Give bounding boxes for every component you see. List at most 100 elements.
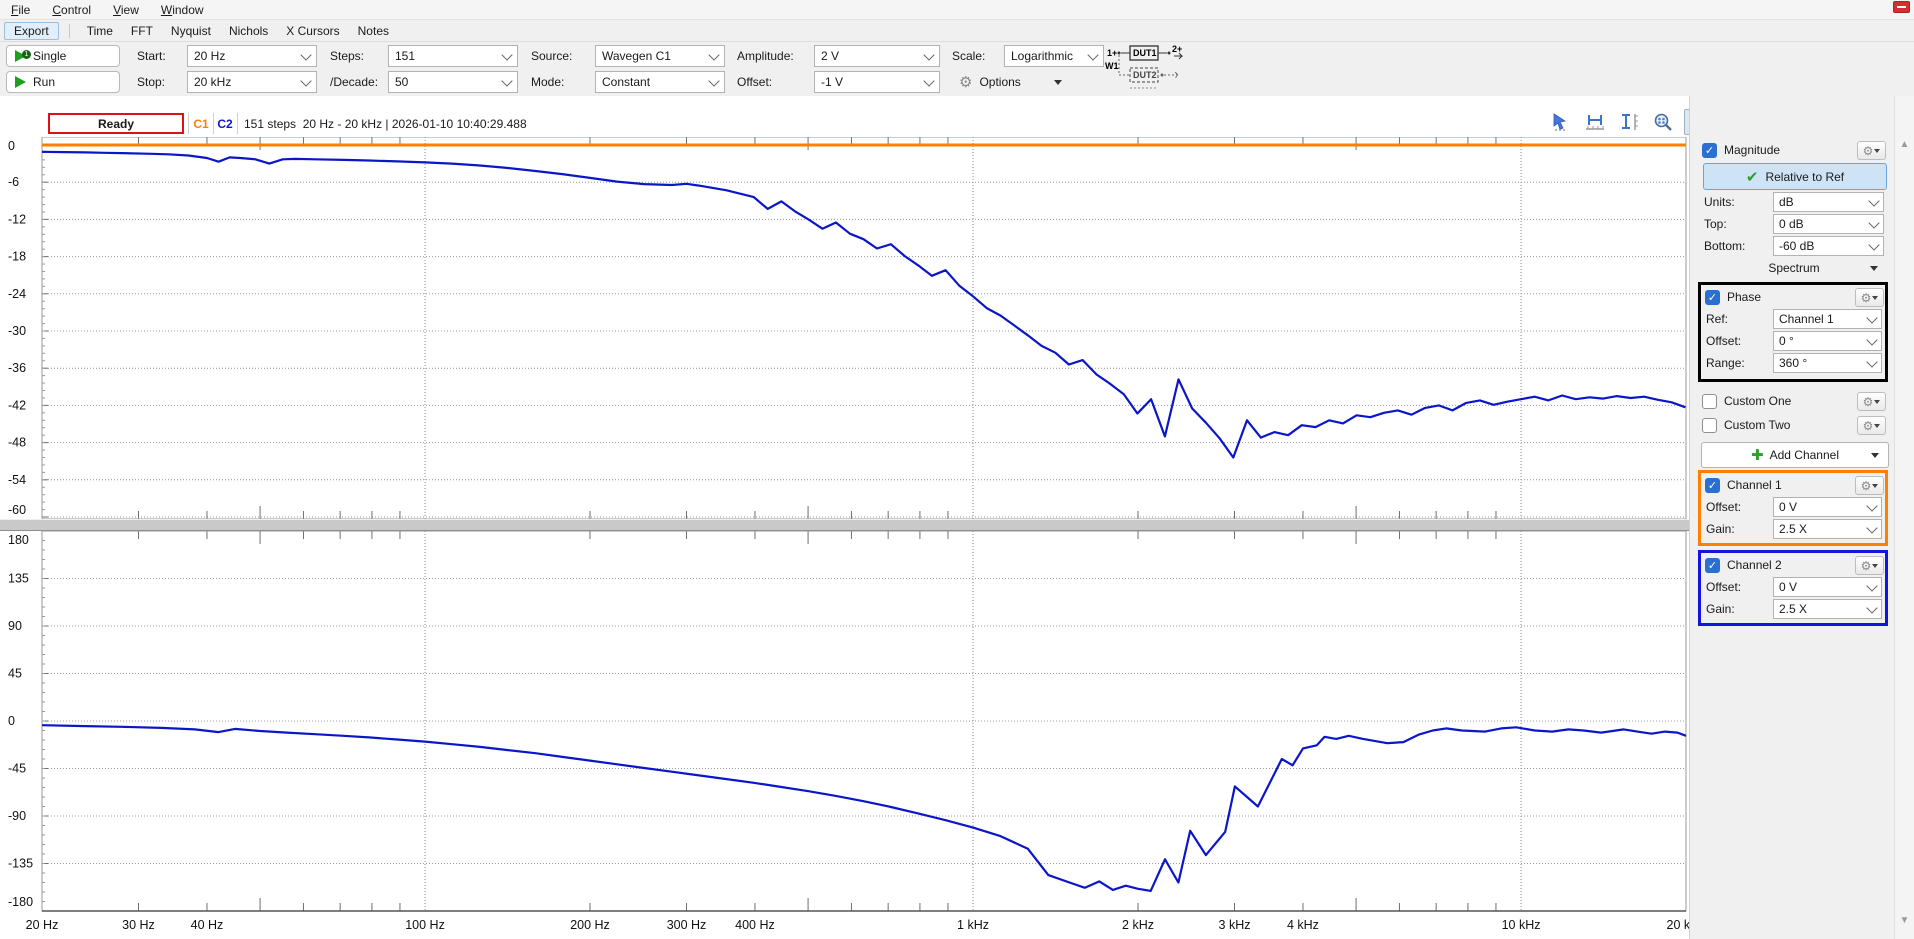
channel2-checkbox[interactable]: ✓	[1705, 557, 1720, 573]
chevron-down-icon	[1868, 216, 1880, 229]
phase-range-select[interactable]: 360 °	[1773, 353, 1882, 373]
chevron-down-icon	[501, 74, 513, 87]
channel2-gain-select[interactable]: 2.5 X	[1773, 599, 1882, 619]
scale-label: Scale:	[952, 49, 986, 63]
y-tick-label: -6	[8, 175, 19, 189]
y-tick-label: -48	[8, 436, 26, 450]
chevron-down-icon	[300, 74, 312, 87]
zoom-icon[interactable]	[1650, 110, 1675, 134]
x-tick-label: 400 Hz	[735, 918, 775, 932]
chevron-down-icon	[708, 74, 720, 87]
per-decade-select[interactable]: 50	[388, 71, 518, 93]
relative-to-ref-button[interactable]: ✔ Relative to Ref	[1703, 163, 1887, 190]
top-label: Top:	[1704, 217, 1727, 231]
magnitude-gear-button[interactable]: ⚙	[1857, 141, 1886, 160]
mode-select[interactable]: Constant	[595, 71, 725, 93]
channel1-offset-select[interactable]: 0 V	[1773, 497, 1882, 517]
channel2-offset-select[interactable]: 0 V	[1773, 577, 1882, 597]
phase-section-header: ✓ Phase	[1705, 288, 1855, 306]
add-channel-button[interactable]: ✚ Add Channel	[1701, 442, 1889, 468]
x-tick-label: 2 kHz	[1122, 918, 1154, 932]
y-tick-label: -24	[8, 287, 26, 301]
phase-checkbox[interactable]: ✓	[1705, 289, 1720, 305]
top-select[interactable]: 0 dB	[1773, 214, 1884, 234]
single-button[interactable]: 1 Single	[6, 45, 120, 67]
sweep-info-text: 151 steps 20 Hz - 20 kHz | 2026-01-10 10…	[244, 116, 527, 131]
run-button[interactable]: Run	[6, 71, 120, 93]
chevron-down-icon	[1866, 311, 1878, 324]
chevron-down-icon	[1866, 355, 1878, 368]
channel1-checkbox[interactable]: ✓	[1705, 477, 1720, 493]
scroll-down-icon[interactable]: ▼	[1899, 915, 1910, 926]
horizontal-cursor-icon[interactable]	[1582, 110, 1607, 134]
scroll-up-icon[interactable]: ▲	[1899, 139, 1910, 150]
channel1-tab[interactable]: C1	[188, 113, 214, 134]
y-tick-label: -36	[8, 361, 26, 375]
menu-view[interactable]: View	[113, 2, 139, 17]
channel1-gain-label: Gain:	[1706, 522, 1735, 536]
amplitude-label: Amplitude:	[737, 49, 794, 63]
custom-two-checkbox[interactable]	[1702, 417, 1717, 433]
custom-one-checkbox[interactable]	[1702, 393, 1717, 409]
phase-offset-select[interactable]: 0 °	[1773, 331, 1882, 351]
channel1-gain-select[interactable]: 2.5 X	[1773, 519, 1882, 539]
start-select[interactable]: 20 Hz	[187, 45, 317, 67]
chevron-down-icon	[708, 48, 720, 61]
source-select[interactable]: Wavegen C1	[595, 45, 725, 67]
channel2-gear-button[interactable]: ⚙	[1855, 556, 1884, 575]
channel2-tab[interactable]: C2	[213, 113, 238, 134]
tab-time[interactable]: Time	[86, 23, 113, 38]
custom-one-gear-button[interactable]: ⚙	[1857, 392, 1886, 411]
tab-nichols[interactable]: Nichols	[228, 23, 269, 38]
dut-wiring-diagram: 1+ W1 DUT1 2+ DUT2	[1105, 44, 1184, 89]
menu-window[interactable]: Window	[160, 2, 204, 17]
amplitude-select[interactable]: 2 V	[814, 45, 940, 67]
pointer-cursor-icon[interactable]	[1548, 110, 1573, 134]
vertical-cursor-icon[interactable]	[1616, 110, 1641, 134]
plot-splitter-handle[interactable]	[0, 519, 1689, 531]
view-tab-bar: Export Time FFT Nyquist Nichols X Cursor…	[0, 20, 1914, 42]
tab-x-cursors[interactable]: X Cursors	[286, 23, 340, 38]
svg-text:W1: W1	[1105, 61, 1119, 71]
y-tick-label: -30	[8, 324, 26, 338]
spectrum-expander[interactable]: Spectrum	[1700, 259, 1888, 277]
bottom-select[interactable]: -60 dB	[1773, 236, 1884, 256]
tab-notes[interactable]: Notes	[357, 23, 389, 38]
chevron-down-icon	[923, 74, 935, 87]
menu-bar: File Control View Window	[0, 0, 1914, 20]
channel1-gear-button[interactable]: ⚙	[1855, 476, 1884, 495]
bottom-label: Bottom:	[1704, 239, 1746, 253]
steps-select[interactable]: 151	[388, 45, 518, 67]
magnitude-checkbox[interactable]: ✓	[1702, 142, 1717, 158]
x-tick-label: 3 kHz	[1219, 918, 1251, 932]
scale-select[interactable]: Logarithmic	[1004, 45, 1104, 67]
stop-select[interactable]: 20 kHz	[187, 71, 317, 93]
menu-file[interactable]: File	[11, 2, 31, 17]
phase-curve-0	[41, 724, 1687, 893]
menu-control[interactable]: Control	[52, 2, 92, 17]
channel2-offset-label: Offset:	[1706, 580, 1742, 594]
y-tick-label: -45	[8, 762, 26, 776]
offset-select[interactable]: -1 V	[814, 71, 940, 93]
options-button[interactable]: ⚙ Options	[955, 71, 1109, 93]
steps-label: Steps:	[330, 49, 365, 63]
phase-gear-button[interactable]: ⚙	[1855, 288, 1884, 307]
window-close-icon[interactable]	[1893, 1, 1910, 13]
y-tick-label: -90	[8, 809, 26, 823]
y-tick-label: 0	[8, 714, 15, 728]
tab-export[interactable]: Export	[4, 21, 59, 40]
phase-ref-select[interactable]: Channel 1	[1773, 309, 1882, 329]
chevron-down-icon	[1868, 194, 1880, 207]
x-tick-label: 200 Hz	[570, 918, 610, 932]
custom-two-gear-button[interactable]: ⚙	[1857, 416, 1886, 435]
x-tick-label: 30 Hz	[122, 918, 155, 932]
y-tick-label: 135	[8, 572, 29, 586]
y-tick-label: 45	[8, 667, 22, 681]
bode-plot-area[interactable]: 0 -6 -12 -18 -24 -30 -36 -42 -48 -54 -60 180 135 90 45…	[0, 137, 1689, 939]
units-label: Units:	[1704, 195, 1735, 209]
units-select[interactable]: dB	[1773, 192, 1884, 212]
tab-fft[interactable]: FFT	[130, 23, 153, 38]
panel-scrollbar[interactable]: ▲ ▼	[1894, 96, 1914, 939]
tab-nyquist[interactable]: Nyquist	[170, 23, 211, 38]
